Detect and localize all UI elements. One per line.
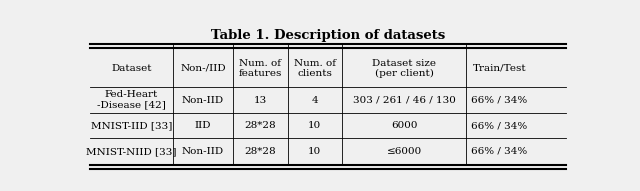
- Text: Fed-Heart
-Disease [42]: Fed-Heart -Disease [42]: [97, 90, 166, 110]
- Text: 13: 13: [253, 96, 267, 104]
- Text: Train/Test: Train/Test: [472, 64, 526, 73]
- Text: Num. of
clients: Num. of clients: [294, 59, 336, 78]
- Text: 66% / 34%: 66% / 34%: [471, 147, 527, 156]
- Text: 66% / 34%: 66% / 34%: [471, 96, 527, 104]
- Text: Non-IID: Non-IID: [182, 96, 224, 104]
- Text: Table 1. Description of datasets: Table 1. Description of datasets: [211, 29, 445, 42]
- Text: Non-IID: Non-IID: [182, 147, 224, 156]
- Text: Dataset size
(per client): Dataset size (per client): [372, 59, 436, 78]
- Text: 66% / 34%: 66% / 34%: [471, 121, 527, 130]
- Text: 28*28: 28*28: [244, 147, 276, 156]
- Text: Non-/IID: Non-/IID: [180, 64, 226, 73]
- Text: 28*28: 28*28: [244, 121, 276, 130]
- Text: 10: 10: [308, 121, 321, 130]
- Text: MNIST-NIID [33]: MNIST-NIID [33]: [86, 147, 177, 156]
- Text: Dataset: Dataset: [111, 64, 152, 73]
- Text: 10: 10: [308, 147, 321, 156]
- Text: 6000: 6000: [391, 121, 417, 130]
- Text: 303 / 261 / 46 / 130: 303 / 261 / 46 / 130: [353, 96, 456, 104]
- Text: 4: 4: [312, 96, 318, 104]
- Text: IID: IID: [195, 121, 211, 130]
- Text: MNIST-IID [33]: MNIST-IID [33]: [91, 121, 172, 130]
- Text: Num. of
features: Num. of features: [239, 59, 282, 78]
- Text: ≤6000: ≤6000: [387, 147, 422, 156]
